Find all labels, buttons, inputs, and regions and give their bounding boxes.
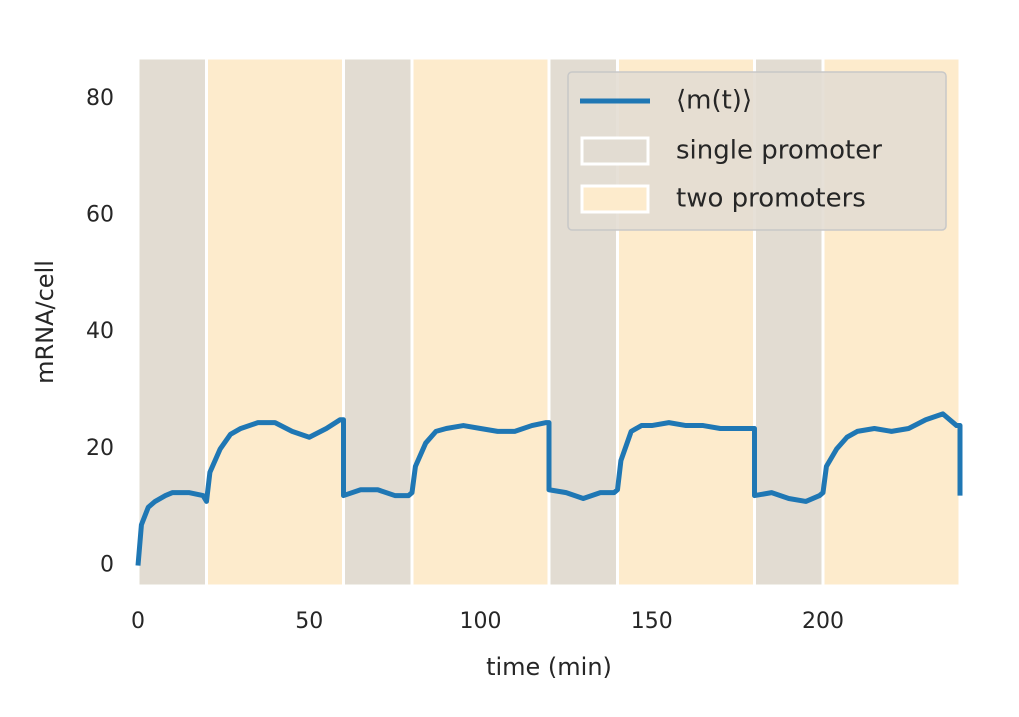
x-tick-label: 50 <box>295 609 323 634</box>
span <box>410 56 551 588</box>
legend-label: single promoter <box>676 136 882 166</box>
legend-label: ⟨m(t)⟩ <box>676 86 752 116</box>
legend-box <box>567 71 947 231</box>
y-tick-label: 20 <box>86 436 114 461</box>
legend-swatch <box>580 184 650 214</box>
x-tick-label: 0 <box>131 609 145 634</box>
y-tick-label: 80 <box>86 86 114 111</box>
x-tick-label: 200 <box>802 609 844 634</box>
x-axis-label: time (min) <box>486 653 612 681</box>
y-tick-label: 60 <box>86 203 114 228</box>
span <box>136 56 208 588</box>
y-tick-label: 0 <box>100 553 114 578</box>
span <box>342 56 414 588</box>
y-tick-label: 40 <box>86 319 114 344</box>
x-tick-label: 100 <box>460 609 502 634</box>
legend-swatch <box>580 136 650 166</box>
mean-line <box>135 411 963 566</box>
x-tick-label: 150 <box>631 609 673 634</box>
legend: ⟨m(t)⟩ single promoter two promoters <box>567 71 947 231</box>
span <box>205 56 345 588</box>
legend-label: two promoters <box>676 184 866 214</box>
y-axis-label: mRNA/cell <box>31 260 59 384</box>
